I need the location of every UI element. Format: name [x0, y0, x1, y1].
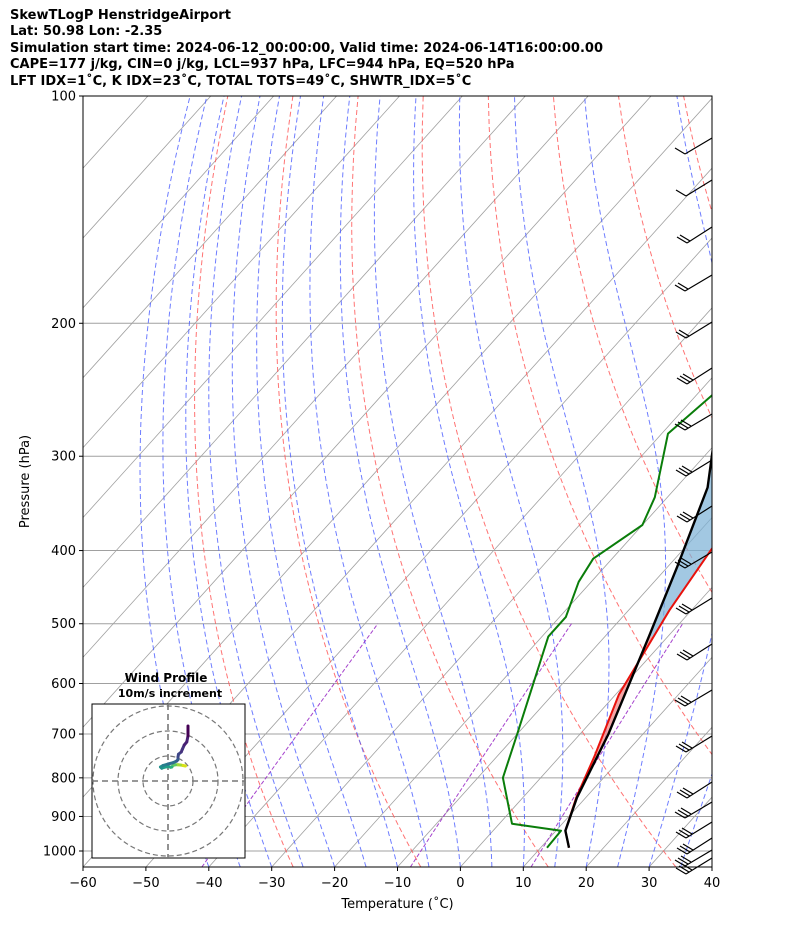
moist-adiabat-line — [208, 96, 304, 867]
x-tick-label: 20 — [578, 876, 595, 891]
wind-barb — [676, 226, 713, 244]
wind-barb — [674, 689, 713, 707]
moist-adiabat-line — [458, 96, 564, 867]
isotherm-line — [711, 866, 712, 867]
wind-barb — [676, 367, 713, 385]
x-tick-label: 0 — [456, 876, 464, 891]
x-tick-label: −10 — [384, 876, 411, 891]
isotherm-line — [83, 96, 400, 449]
parcel-path — [564, 446, 712, 848]
y-tick-label: 100 — [51, 90, 76, 105]
dewpoint-profile — [501, 394, 712, 849]
isotherm-line — [460, 586, 712, 867]
x-tick-label: 30 — [641, 876, 658, 891]
isotherm-line — [83, 96, 212, 239]
x-tick-label: −60 — [69, 876, 96, 891]
dry-adiabat-line — [683, 96, 712, 214]
wind-barb — [676, 505, 713, 523]
isotherm-line — [145, 237, 712, 867]
y-tick-label: 1000 — [43, 845, 76, 860]
moist-adiabat-line — [339, 96, 461, 867]
chart-header: SkewTLogP HenstridgeAirport Lat: 50.98 L… — [10, 8, 603, 90]
wind-barb — [674, 137, 713, 155]
time-line: Simulation start time: 2024-06-12_00:00:… — [10, 40, 603, 56]
y-tick-label: 800 — [51, 771, 76, 786]
wind-barb — [676, 781, 713, 799]
y-axis-label: Pressure (hPa) — [18, 435, 33, 528]
isotherm-line — [334, 447, 712, 867]
moist-adiabat-line — [711, 865, 712, 867]
isotherm-line — [83, 96, 274, 309]
wind-barb — [675, 459, 713, 477]
y-tick-label: 300 — [51, 450, 76, 465]
dry-adiabat-line — [618, 96, 712, 419]
isotherm-line — [523, 656, 712, 867]
x-tick-label: −20 — [321, 876, 348, 891]
x-tick-label: −50 — [132, 876, 159, 891]
y-tick-label: 500 — [51, 617, 76, 632]
moist-adiabat-line — [680, 772, 712, 867]
dry-adiabat-line — [351, 96, 549, 867]
wind-barb — [674, 413, 713, 431]
moist-adiabat-line — [185, 96, 273, 867]
x-axis-label: Temperature (˚C) — [340, 896, 453, 912]
moist-adiabat-line — [648, 96, 712, 867]
y-tick-label: 200 — [51, 317, 76, 332]
moist-adiabat-line — [231, 96, 336, 867]
dry-adiabat-line — [194, 96, 294, 867]
wind-barb — [674, 274, 713, 292]
wind-barb — [674, 801, 713, 819]
dry-adiabat-line — [749, 96, 794, 867]
dry-adiabat-line — [552, 96, 712, 594]
moist-adiabat-line — [281, 96, 398, 867]
moist-adiabat-line — [373, 96, 493, 867]
isotherm-line — [208, 307, 712, 867]
wind-barb — [675, 321, 713, 339]
isotherm-line — [397, 516, 712, 867]
hodograph-title: Wind Profile — [125, 671, 208, 685]
moist-adiabat-line — [514, 96, 610, 867]
location-line: Lat: 50.98 Lon: -2.35 — [10, 24, 163, 40]
isotherm-line — [83, 96, 589, 658]
x-tick-label: 40 — [704, 876, 721, 891]
isotherm-line — [271, 377, 712, 867]
isotherm-line — [83, 96, 652, 728]
wind-barb — [675, 179, 713, 197]
cape-area — [648, 454, 712, 637]
mixing-ratio-line — [409, 623, 572, 867]
index-line: LFT IDX=1˚C, K IDX=23˚C, TOTAL TOTS=49˚C… — [10, 73, 472, 89]
y-tick-label: 600 — [51, 677, 76, 692]
isotherm-line — [585, 726, 712, 867]
hodograph-subtitle: 10m/s increment — [118, 687, 222, 700]
y-tick-label: 900 — [51, 810, 76, 825]
wind-barb — [675, 735, 713, 753]
moist-adiabat-line — [309, 96, 430, 867]
cape-line: CAPE=177 j/kg, CIN=0 j/kg, LCL=937 hPa, … — [10, 57, 515, 73]
moist-adiabat-line — [256, 96, 367, 867]
wind-barb — [675, 821, 713, 839]
isotherm-line — [83, 96, 337, 379]
x-tick-label: −40 — [195, 876, 222, 891]
chart-title: SkewTLogP HenstridgeAirport — [10, 8, 231, 23]
wind-barb — [676, 643, 713, 661]
wind-barb — [674, 551, 713, 569]
wind-barb — [676, 837, 713, 855]
temperature-profile — [564, 546, 712, 848]
y-tick-label: 700 — [51, 728, 76, 743]
dry-adiabat-line — [487, 96, 712, 756]
isotherm-line — [83, 96, 463, 519]
isotherm-line — [83, 96, 526, 589]
y-tick-label: 400 — [51, 544, 76, 559]
x-tick-label: 10 — [515, 876, 532, 891]
wind-barb — [674, 849, 713, 867]
dry-adiabat-line — [421, 96, 677, 867]
dry-adiabat-line — [275, 96, 422, 867]
moist-adiabat-line — [584, 96, 667, 867]
x-tick-label: −30 — [258, 876, 285, 891]
isotherm-line — [648, 796, 712, 867]
wind-barb — [675, 597, 713, 615]
